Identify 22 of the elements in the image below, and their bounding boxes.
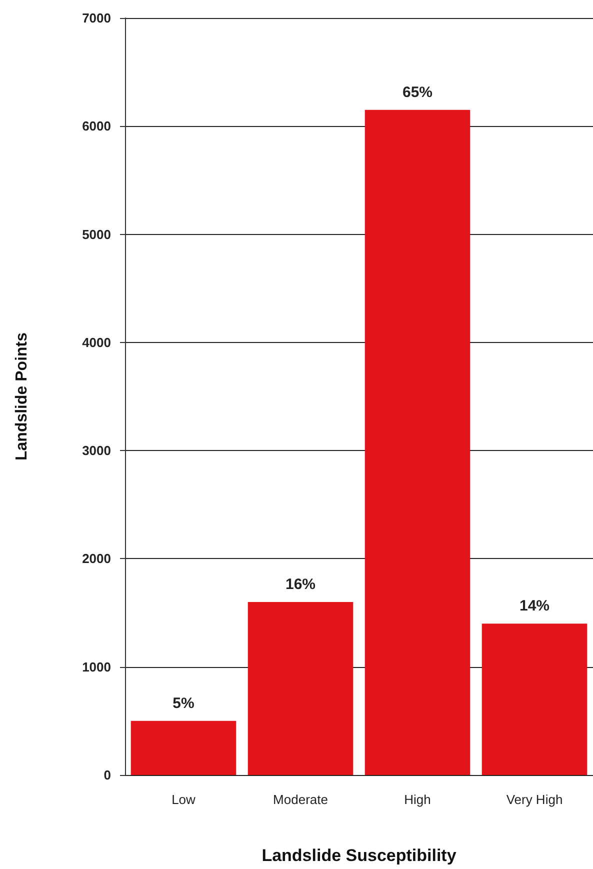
y-tick-label: 5000 bbox=[82, 226, 111, 242]
bar bbox=[364, 110, 470, 775]
x-tick-label: High bbox=[404, 792, 431, 807]
y-tick-label: 1000 bbox=[82, 659, 111, 674]
y-tick-label: 3000 bbox=[82, 443, 111, 458]
bar bbox=[130, 720, 236, 775]
y-axis-title: Landslide Points bbox=[14, 332, 30, 461]
x-axis-title: Landslide Susceptibility bbox=[262, 846, 457, 865]
bar bbox=[482, 624, 588, 775]
y-tick-label: 6000 bbox=[82, 118, 111, 134]
x-tick-label: Low bbox=[172, 792, 196, 807]
bar bbox=[248, 602, 354, 775]
annotation: 14% bbox=[519, 598, 550, 615]
annotation: 16% bbox=[285, 576, 316, 593]
x-tick-label: Moderate bbox=[273, 792, 328, 807]
y-tick-label: 7000 bbox=[82, 10, 111, 26]
y-tick-label: 0 bbox=[104, 768, 111, 782]
x-tick-label: Very High bbox=[506, 792, 563, 807]
y-tick-label: 4000 bbox=[82, 334, 111, 350]
annotation: 65% bbox=[402, 84, 433, 101]
annotation: 5% bbox=[172, 694, 194, 712]
y-tick-label: 2000 bbox=[82, 551, 111, 566]
